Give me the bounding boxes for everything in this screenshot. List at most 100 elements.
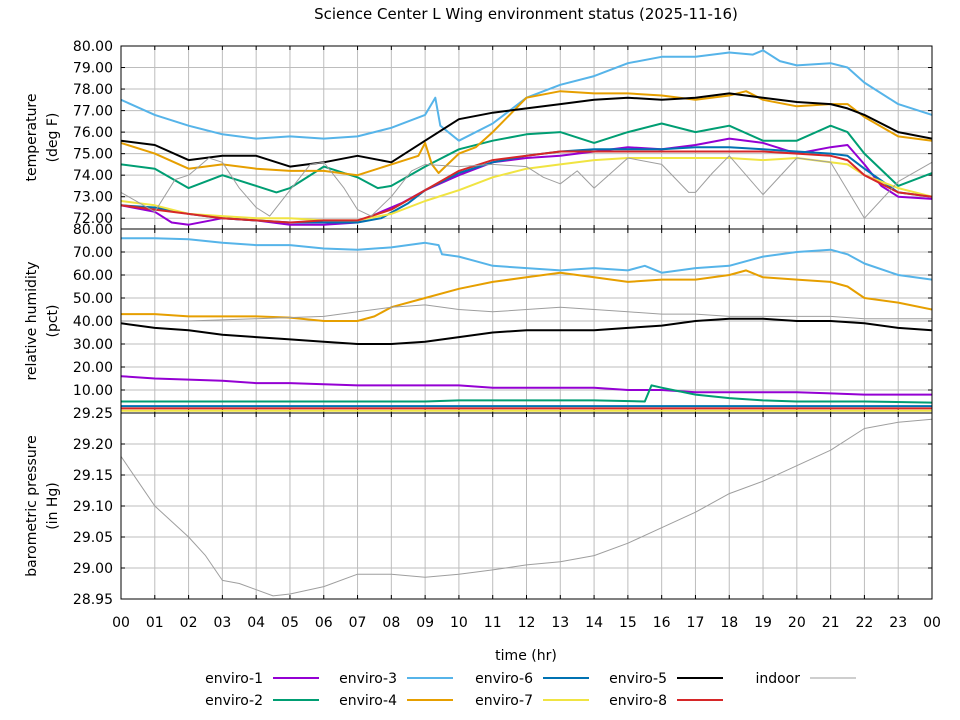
y-axis-title: temperature bbox=[24, 94, 40, 182]
y-tick-label: 29.20 bbox=[73, 437, 113, 453]
y-tick-label: 29.25 bbox=[73, 406, 113, 422]
series-group bbox=[121, 237, 932, 412]
x-tick-label: 23 bbox=[889, 615, 907, 631]
y-tick-label: 75.00 bbox=[73, 147, 113, 163]
x-tick-label: 14 bbox=[585, 615, 603, 631]
y-axis-title: (in Hg) bbox=[45, 482, 61, 530]
legend-item-enviro-1: enviro-1 bbox=[205, 671, 319, 687]
y-tick-label: 40.00 bbox=[73, 314, 113, 330]
y-tick-label: 80.00 bbox=[73, 39, 113, 55]
legend-item-enviro-4: enviro-4 bbox=[339, 693, 453, 709]
y-tick-label: 78.00 bbox=[73, 82, 113, 98]
x-tick-label: 16 bbox=[653, 615, 671, 631]
y-axis-title: (pct) bbox=[45, 305, 61, 338]
y-tick-label: 29.00 bbox=[73, 561, 113, 577]
legend-item-enviro-6: enviro-6 bbox=[475, 671, 589, 687]
legend-item-enviro-2: enviro-2 bbox=[205, 693, 319, 709]
x-tick-label: 07 bbox=[349, 615, 367, 631]
x-tick-label: 13 bbox=[551, 615, 569, 631]
y-tick-label: 29.05 bbox=[73, 530, 113, 546]
series-line-enviro-3 bbox=[121, 237, 932, 281]
x-tick-label: 19 bbox=[754, 615, 772, 631]
x-tick-label: 01 bbox=[146, 615, 164, 631]
x-tick-label: 15 bbox=[619, 615, 637, 631]
y-tick-label: 72.00 bbox=[73, 211, 113, 227]
series-line-indoor bbox=[121, 155, 932, 219]
y-tick-label: 60.00 bbox=[73, 268, 113, 284]
x-tick-label: 17 bbox=[687, 615, 705, 631]
legend: enviro-1 enviro-2 enviro-3 enviro-4 enviro-6… bbox=[205, 671, 856, 709]
chart-title: Science Center L Wing environment status… bbox=[314, 5, 738, 23]
legend-label: enviro-7 bbox=[475, 693, 533, 709]
series-line-indoor bbox=[121, 418, 932, 597]
x-tick-label: 22 bbox=[856, 615, 874, 631]
y-tick-label: 73.00 bbox=[73, 190, 113, 206]
legend-item-enviro-3: enviro-3 bbox=[339, 671, 453, 687]
series-line-enviro-8 bbox=[121, 150, 932, 224]
y-tick-label: 76.00 bbox=[73, 125, 113, 141]
y-axis-title: barometric pressure bbox=[24, 435, 40, 576]
x-tick-label: 12 bbox=[518, 615, 536, 631]
legend-label: enviro-2 bbox=[205, 693, 263, 709]
panel-pressure: 28.95 29.00 29.05 29.10 29.15 29.20 29.25 barom… bbox=[24, 406, 933, 608]
y-tick-label: 70.00 bbox=[73, 245, 113, 261]
x-tick-label: 00 bbox=[112, 615, 130, 631]
series-group bbox=[121, 49, 932, 226]
legend-label: enviro-5 bbox=[609, 671, 667, 687]
x-tick-label: 09 bbox=[416, 615, 434, 631]
y-axis-title: (deg F) bbox=[45, 113, 61, 163]
legend-label: enviro-6 bbox=[475, 671, 533, 687]
series-line-enviro-4 bbox=[121, 90, 932, 177]
y-tick-label: 10.00 bbox=[73, 383, 113, 399]
y-tick-label: 74.00 bbox=[73, 168, 113, 184]
x-tick-label: 11 bbox=[484, 615, 502, 631]
legend-label: enviro-3 bbox=[339, 671, 397, 687]
x-tick-label: 02 bbox=[180, 615, 198, 631]
series-line-enviro-1 bbox=[121, 375, 932, 396]
series-line-enviro-4 bbox=[121, 269, 932, 322]
series-line-indoor bbox=[121, 304, 932, 322]
y-tick-label: 50.00 bbox=[73, 291, 113, 307]
x-tick-label: 05 bbox=[281, 615, 299, 631]
panel-frame bbox=[120, 412, 933, 600]
legend-label: enviro-8 bbox=[609, 693, 667, 709]
legend-label: enviro-1 bbox=[205, 671, 263, 687]
series-line-enviro-5 bbox=[121, 92, 932, 168]
panel-humidity: 10.00 20.00 30.00 40.00 50.00 60.00 70.00 80.00… bbox=[24, 222, 933, 414]
y-tick-label: 79.00 bbox=[73, 61, 113, 77]
x-tick-label: 00 bbox=[923, 615, 941, 631]
x-tick-label: 08 bbox=[382, 615, 400, 631]
y-tick-label: 80.00 bbox=[73, 222, 113, 238]
x-tick-label: 20 bbox=[788, 615, 806, 631]
legend-item-enviro-8: enviro-8 bbox=[609, 693, 723, 709]
series-line-enviro-5 bbox=[121, 317, 932, 345]
series-line-enviro-2 bbox=[121, 384, 932, 404]
legend-label: indoor bbox=[755, 671, 800, 687]
x-axis-title: time (hr) bbox=[495, 648, 557, 664]
y-tick-label: 29.10 bbox=[73, 499, 113, 515]
x-tick-label: 18 bbox=[720, 615, 738, 631]
x-tick-label: 03 bbox=[213, 615, 231, 631]
panel-temperature: 72.00 73.00 74.00 75.00 76.00 77.00 78.00 79.00… bbox=[24, 39, 933, 230]
x-tick-label: 21 bbox=[822, 615, 840, 631]
legend-item-indoor: indoor bbox=[755, 671, 856, 687]
y-tick-label: 28.95 bbox=[73, 592, 113, 608]
y-tick-label: 77.00 bbox=[73, 104, 113, 120]
x-tick-label: 10 bbox=[450, 615, 468, 631]
legend-item-enviro-5: enviro-5 bbox=[609, 671, 723, 687]
y-tick-label: 20.00 bbox=[73, 360, 113, 376]
legend-item-enviro-7: enviro-7 bbox=[475, 693, 589, 709]
x-tick-label: 04 bbox=[247, 615, 265, 631]
x-tick-label: 06 bbox=[315, 615, 333, 631]
y-tick-label: 30.00 bbox=[73, 337, 113, 353]
series-group bbox=[121, 418, 932, 597]
legend-label: enviro-4 bbox=[339, 693, 397, 709]
chart-panels: 72.00 73.00 74.00 75.00 76.00 77.00 78.00 79.00… bbox=[24, 39, 933, 608]
y-tick-label: 29.15 bbox=[73, 468, 113, 484]
series-line-enviro-2 bbox=[121, 122, 932, 194]
series-line-enviro-3 bbox=[121, 49, 932, 142]
x-axis: 00 01 02 03 04 05 06 07 08 09 10 11 12 13 14 15 16 17 18 19… bbox=[112, 615, 941, 631]
y-axis-title: relative humidity bbox=[24, 261, 40, 380]
